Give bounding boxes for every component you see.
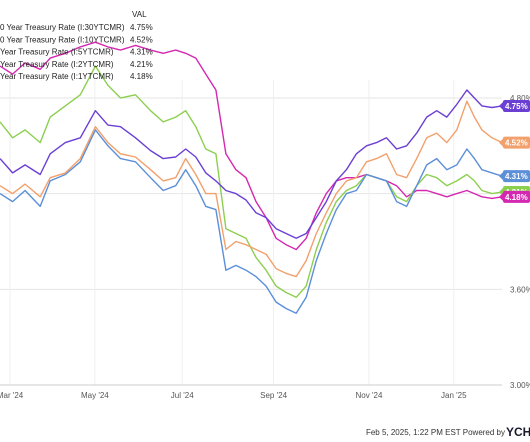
legend-entry-name: 0 Year Treasury Rate (I:10YTCMR) [0,35,125,44]
y-tick-label: 3.00% [510,381,530,390]
x-tick-label: Jan '25 [441,391,467,400]
series-line [0,65,503,298]
x-tick-label: Nov '24 [356,391,383,400]
footer-timestamp: Feb 5, 2025, 1:22 PM EST Powered by [366,428,505,437]
value-badge-box [503,99,530,112]
legend-entry-name: Year Treasury Rate (I:5YTCMR) [0,48,114,57]
legend-entry-value: 4.21% [130,60,153,69]
value-badge-pointer [499,172,503,181]
value-badge-box [503,190,530,203]
brand-logo: YCHA [506,425,530,439]
x-tick-label: May '24 [81,391,109,400]
x-tick-label: Jul '24 [171,391,194,400]
value-badge-label: 4.75% [505,102,528,111]
series-line [0,100,503,278]
legend-entry-value: 4.18% [130,72,153,81]
legend-header: VAL [132,10,147,19]
end-value-badges: 4.75%4.52%4.31%4.21%4.18% [499,99,530,203]
series-line [0,129,503,314]
legend-entry-value: 4.31% [130,48,153,57]
legend-entry-name: 0 Year Treasury Rate (I:30YTCMR) [0,23,125,32]
value-badge-box [503,136,530,149]
legend-entry-value: 4.75% [130,23,153,32]
x-tick-label: Mar '24 [0,391,24,400]
series-line [0,41,503,251]
value-badge-label: 4.31% [505,172,528,181]
value-badge-pointer [499,138,503,147]
y-tick-label: 4.80% [510,94,530,103]
value-badge-label: 4.52% [505,139,528,148]
series-group [0,41,503,314]
legend: VAL 0 Year Treasury Rate (I:30YTCMR) 4.75… [0,10,153,81]
value-badge-box [503,170,530,183]
legend-entry-name: Year Treasury Rate (I:2YTCMR) [0,60,114,69]
value-badge-label: 4.18% [505,193,528,202]
series-line [0,89,503,239]
legend-entry-name: Year Treasury Rate (I:1YTCMR) [0,72,114,81]
legend-entry-value: 4.52% [130,35,153,44]
y-tick-label: 3.60% [510,285,530,294]
value-badge-pointer [499,101,503,110]
footer: Feb 5, 2025, 1:22 PM EST Powered by YCHA [366,425,530,439]
value-badge-pointer [499,192,503,201]
x-tick-label: Sep '24 [260,391,287,400]
